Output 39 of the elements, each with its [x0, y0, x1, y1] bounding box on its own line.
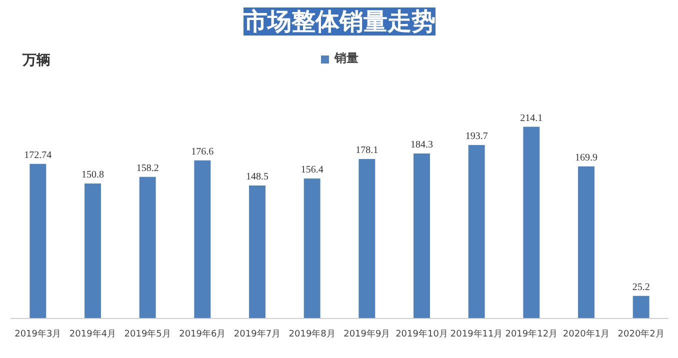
bar — [30, 164, 46, 318]
bar — [84, 183, 101, 318]
bar — [358, 159, 376, 318]
data-label: 156.4 — [300, 164, 324, 176]
bar — [139, 176, 156, 318]
data-label: 172.74 — [24, 150, 52, 161]
data-label: 214.1 — [520, 112, 543, 124]
data-label: 176.6 — [191, 146, 214, 158]
x-tick-label: 2020年1月 — [562, 328, 610, 340]
data-label: 25.2 — [632, 282, 650, 293]
data-label: 178.1 — [356, 145, 378, 156]
x-tick-label: 2019年12月 — [505, 328, 558, 340]
x-tick-label: 2019年9月 — [344, 328, 390, 340]
x-tick-label: 2019年6月 — [179, 328, 226, 340]
bar — [414, 153, 430, 318]
y-axis-title: 万辆 — [22, 52, 50, 68]
x-tick-label: 2019年4月 — [69, 328, 116, 340]
data-label: 150.8 — [82, 169, 104, 180]
data-label: 158.2 — [136, 162, 159, 174]
bar — [249, 186, 266, 318]
x-tick-label: 2019年3月 — [14, 328, 62, 340]
x-tick-label: 2019年8月 — [288, 328, 336, 340]
bar — [468, 145, 485, 318]
x-tick-label: 2019年11月 — [450, 328, 503, 340]
data-label: 193.7 — [465, 131, 488, 142]
legend-label: 销量 — [334, 50, 358, 67]
chart-title: 市场整体销量走势 — [242, 8, 436, 36]
x-tick-label: 2019年7月 — [234, 328, 281, 340]
data-label: 169.9 — [575, 152, 598, 164]
x-tick-label: 2020年2月 — [618, 328, 664, 340]
bar — [632, 296, 650, 318]
bar — [578, 166, 594, 318]
bar — [194, 160, 211, 318]
bar — [523, 126, 540, 318]
bar — [304, 178, 320, 318]
x-tick-label: 2019年10月 — [396, 328, 448, 340]
data-label: 184.3 — [410, 139, 433, 150]
x-tick-label: 2019年5月 — [124, 328, 171, 340]
data-label: 148.5 — [246, 172, 268, 183]
